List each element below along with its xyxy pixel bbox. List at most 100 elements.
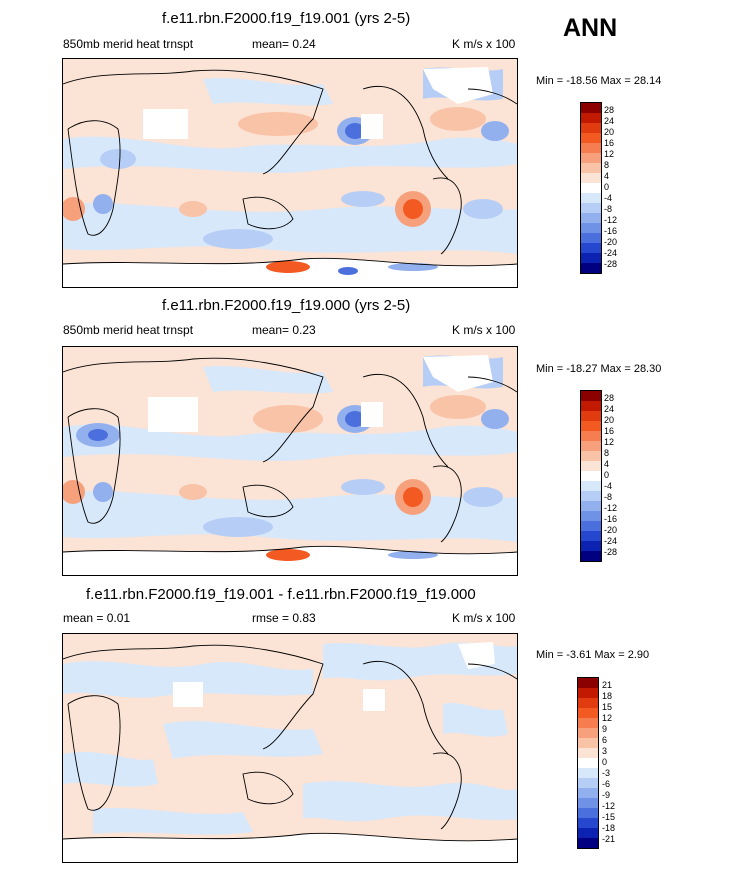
colorbar-swatch [581,223,601,233]
panel-2-cbar-label: -24 [604,536,618,546]
panel-3-cbar-label: 21 [602,680,613,690]
panel-3-map [62,633,518,863]
colorbar-swatch [581,421,601,431]
colorbar-swatch [581,103,601,113]
colorbar-swatch [578,758,598,768]
panel-2-cbar-label: 28 [604,393,615,403]
panel-1-cbar-label: -16 [604,226,618,236]
panel-2-colorbar [580,390,602,562]
panel-2-cbar-label: -8 [604,492,613,502]
panel-1-map [62,58,518,288]
colorbar-swatch [581,173,601,183]
panel-1-cbar-label: -4 [604,193,613,203]
colorbar-swatch [581,481,601,491]
colorbar-swatch [581,193,601,203]
panel-3-cbar-label: -12 [602,801,616,811]
panel-1-mean-label: mean= 0.24 [252,37,316,51]
colorbar-swatch [581,183,601,193]
colorbar-swatch [581,501,601,511]
panel-1-cbar-label: 0 [604,182,610,192]
panel-2-cbar-label: 4 [604,459,610,469]
panel-2-mean-label: mean= 0.23 [252,323,316,337]
colorbar-swatch [581,213,601,223]
colorbar-swatch [578,828,598,838]
panel-1-units-label: K m/s x 100 [452,37,516,51]
panel-3-map-field [63,634,517,862]
panel-3-minmax: Min = -3.61 Max = 2.90 [536,649,650,661]
colorbar-swatch [581,551,601,561]
panel-1-title: f.e11.rbn.F2000.f19_f19.001 (yrs 2-5) [162,10,411,27]
panel-1-cbar-label: 8 [604,160,610,170]
panel-2-minmax: Min = -18.27 Max = 28.30 [536,363,662,375]
panel-3-cbar-label: 9 [602,724,608,734]
colorbar-swatch [581,541,601,551]
panel-1-cbar-label: 24 [604,116,615,126]
panel-1-cbar-label: -12 [604,215,618,225]
panel-3-cbar-label: 0 [602,757,608,767]
panel-2-cbar-label: 20 [604,415,615,425]
colorbar-swatch [581,163,601,173]
panel-2-cbar-label: 12 [604,437,615,447]
panel-1-cbar-label: 16 [604,138,615,148]
colorbar-swatch [581,521,601,531]
colorbar-swatch [581,263,601,273]
colorbar-swatch [578,698,598,708]
panel-2-cbar-label: -12 [604,503,618,513]
panel-3-cbar-label: 18 [602,691,613,701]
colorbar-swatch [578,808,598,818]
colorbar-swatch [578,738,598,748]
panel-2-variable-label: 850mb merid heat trnspt [63,323,194,337]
colorbar-swatch [581,471,601,481]
panel-1-minmax: Min = -18.56 Max = 28.14 [536,75,662,87]
colorbar-swatch [578,688,598,698]
colorbar-swatch [578,728,598,738]
panel-2-cbar-label: 24 [604,404,615,414]
colorbar-swatch [581,531,601,541]
panel-3-cbar-label: 6 [602,735,608,745]
colorbar-swatch [578,798,598,808]
panel-2-cbar-label: -28 [604,547,618,557]
colorbar-swatch [581,243,601,253]
panel-3-cbar-label: -6 [602,779,611,789]
colorbar-swatch [581,203,601,213]
colorbar-swatch [581,391,601,401]
colorbar-swatch [581,431,601,441]
panel-3-cbar-label: -9 [602,790,611,800]
season-label: ANN [563,14,618,42]
colorbar-swatch [578,818,598,828]
panel-3-title: f.e11.rbn.F2000.f19_f19.001 - f.e11.rbn.… [86,586,476,603]
colorbar-swatch [578,838,598,848]
colorbar-swatch [578,768,598,778]
panel-2-title: f.e11.rbn.F2000.f19_f19.000 (yrs 2-5) [162,297,411,314]
colorbar-swatch [581,233,601,243]
colorbar-swatch [581,133,601,143]
panel-1-cbar-label: 4 [604,171,610,181]
panel-3-cbar-label: 12 [602,713,613,723]
panel-1-cbar-label: -20 [604,237,618,247]
panel-1-cbar-label: 28 [604,105,615,115]
colorbar-swatch [581,461,601,471]
colorbar-swatch [581,153,601,163]
colorbar-swatch [578,718,598,728]
panel-2-units-label: K m/s x 100 [452,323,516,337]
colorbar-swatch [581,253,601,263]
panel-3-cbar-label: 3 [602,746,608,756]
panel-2-cbar-label: 8 [604,448,610,458]
colorbar-swatch [578,708,598,718]
panel-2-cbar-label: 0 [604,470,610,480]
colorbar-swatch [581,451,601,461]
colorbar-swatch [578,778,598,788]
panel-1-variable-label: 850mb merid heat trnspt [63,37,194,51]
panel-1-cbar-label: 12 [604,149,615,159]
colorbar-swatch [581,411,601,421]
colorbar-swatch [581,123,601,133]
colorbar-swatch [581,143,601,153]
colorbar-swatch [581,511,601,521]
panel-2-map [62,346,518,576]
colorbar-swatch [578,788,598,798]
colorbar-swatch [581,441,601,451]
colorbar-swatch [578,748,598,758]
panel-1-cbar-label: 20 [604,127,615,137]
panel-2-map-field [63,347,517,575]
panel-3-cbar-label: -3 [602,768,611,778]
